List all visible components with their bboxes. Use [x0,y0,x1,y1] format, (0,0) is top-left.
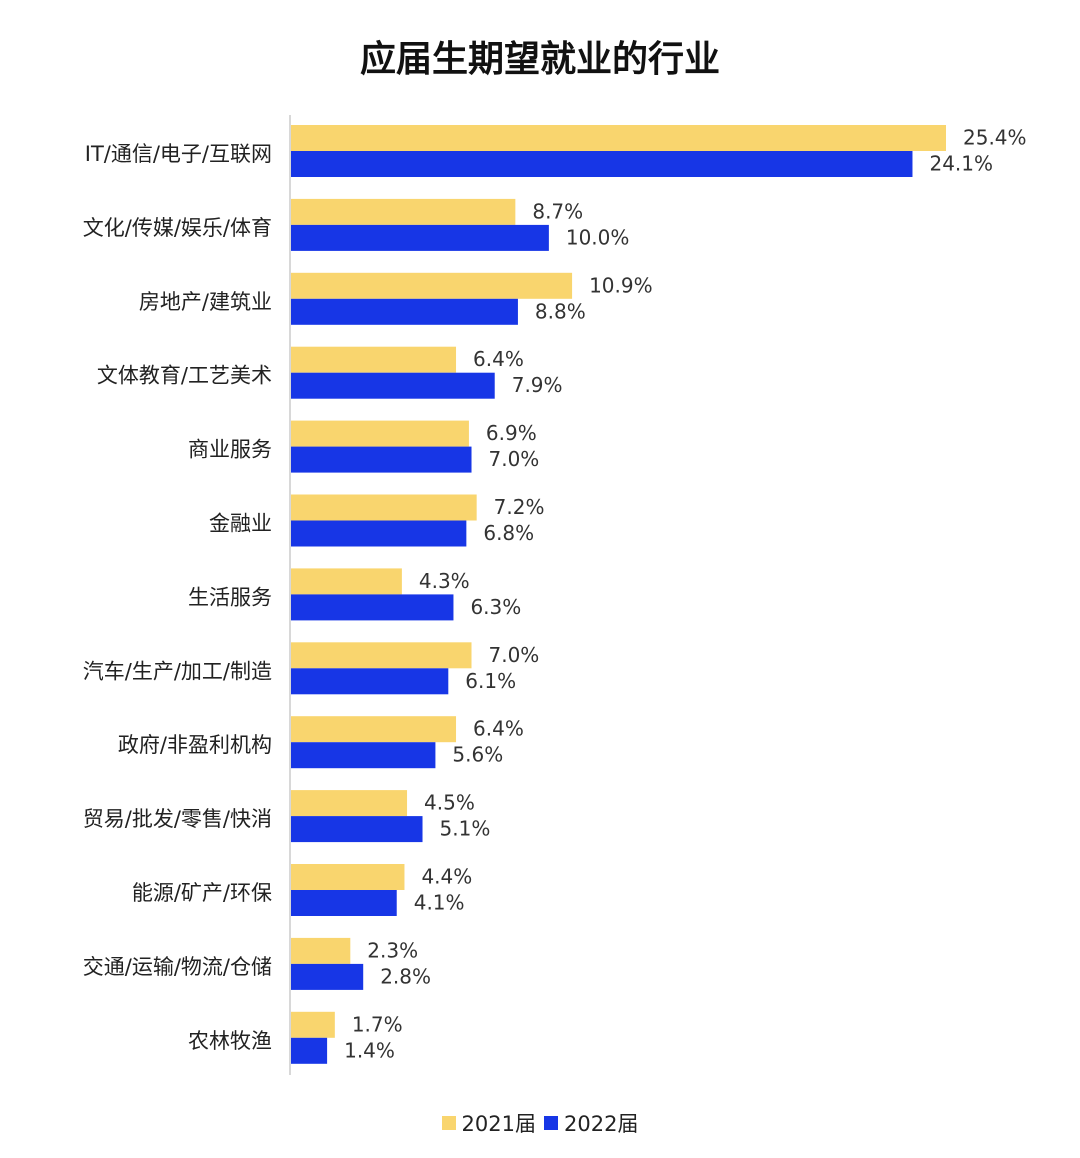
bar-2022-8 [291,742,436,769]
value-label-2021-12: 1.7% [352,1012,403,1036]
value-label-2021-5: 7.2% [494,495,545,519]
value-label-2022-12: 1.4% [344,1038,395,1062]
legend-label-2021: 2021届 [461,1112,536,1136]
value-label-2022-0: 24.1% [929,152,993,176]
value-label-2022-9: 5.1% [440,817,491,841]
value-label-2021-2: 10.9% [589,273,653,297]
value-label-2021-10: 4.4% [421,865,472,889]
bar-2022-2 [291,298,518,325]
value-label-2022-1: 10.0% [566,225,630,249]
bar-2022-5 [291,520,467,547]
legend-item-2021: 2021届 [441,1108,536,1138]
category-label-1: 文化/传媒/娱乐/体育 [83,216,272,240]
bar-2021-12 [291,1011,335,1038]
value-label-2022-5: 6.8% [483,521,534,545]
value-label-2021-9: 4.5% [424,791,475,815]
value-label-2022-7: 6.1% [465,669,516,693]
value-label-2021-4: 6.9% [486,421,537,445]
legend-item-2022: 2022届 [544,1108,638,1138]
bar-2021-5 [291,494,477,521]
legend-label-2022: 2022届 [564,1112,639,1136]
legend: 2021届 2022届 [0,1108,1080,1138]
bar-2021-2 [291,272,573,299]
value-label-2022-10: 4.1% [414,891,465,915]
bar-2021-9 [291,790,408,817]
bar-chart: IT/通信/电子/互联网25.4%24.1%文化/传媒/娱乐/体育8.7%10.… [83,115,1027,1075]
category-label-9: 贸易/批发/零售/快消 [83,807,272,831]
value-label-2021-6: 4.3% [419,569,470,593]
category-label-3: 文体教育/工艺美术 [97,364,272,388]
value-label-2021-7: 7.0% [489,643,540,667]
category-label-7: 汽车/生产/加工/制造 [83,659,272,683]
category-label-12: 农林牧渔 [188,1029,272,1053]
value-label-2022-4: 7.0% [489,447,540,471]
value-label-2022-8: 5.6% [452,743,503,767]
bar-2022-6 [291,594,454,621]
bar-2021-0 [291,125,946,151]
legend-swatch-2022 [544,1116,558,1130]
bar-2022-4 [291,446,472,473]
category-label-4: 商业服务 [188,438,272,462]
value-label-2022-3: 7.9% [512,373,563,397]
category-label-2: 房地产/建筑业 [139,290,272,314]
value-label-2021-1: 8.7% [532,199,583,223]
bar-2022-11 [291,963,364,990]
value-label-2022-2: 8.8% [535,299,586,323]
bar-2021-1 [291,198,516,225]
value-label-2021-8: 6.4% [473,717,524,741]
category-label-6: 生活服务 [188,585,272,609]
category-label-10: 能源/矿产/环保 [132,881,272,905]
bar-2021-4 [291,420,469,447]
value-label-2022-11: 2.8% [380,964,431,988]
bar-2021-3 [291,346,457,373]
category-label-5: 金融业 [209,512,272,536]
category-label-8: 政府/非盈利机构 [118,733,272,757]
bar-2021-6 [291,568,402,595]
bar-2022-10 [291,890,397,916]
value-label-2021-0: 25.4% [963,126,1027,150]
legend-swatch-2021 [441,1116,456,1130]
bar-2021-10 [291,864,405,890]
chart-title: 应届生期望就业的行业 [359,39,720,80]
category-label-0: IT/通信/电子/互联网 [85,142,272,166]
value-label-2021-3: 6.4% [473,347,524,371]
bar-2022-0 [291,151,913,177]
bar-2021-7 [291,642,472,669]
bar-2022-3 [291,372,495,399]
value-label-2021-11: 2.3% [367,938,418,962]
bar-2021-11 [291,937,351,964]
value-label-2022-6: 6.3% [470,595,521,619]
category-label-11: 交通/运输/物流/仓储 [83,955,272,979]
bar-2022-12 [291,1037,328,1064]
bar-2022-7 [291,668,449,695]
bar-2022-1 [291,224,549,251]
bar-2021-8 [291,716,457,743]
bar-2022-9 [291,816,423,843]
